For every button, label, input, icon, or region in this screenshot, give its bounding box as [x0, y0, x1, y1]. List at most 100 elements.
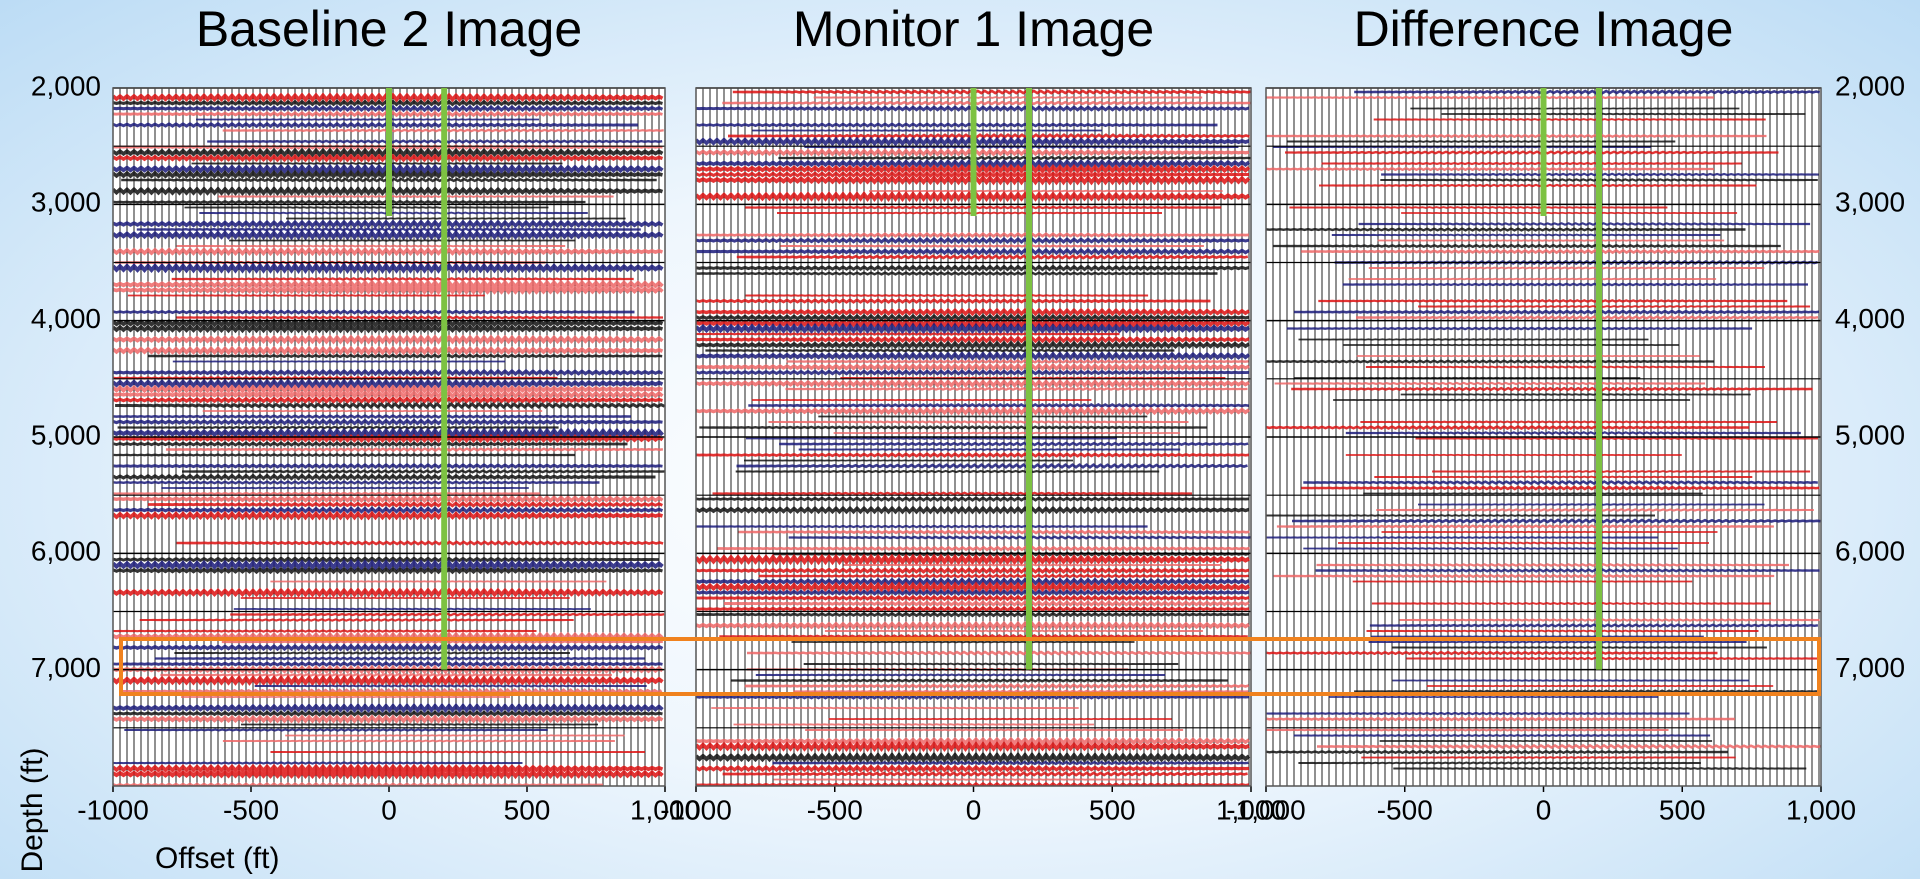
wavelet [696, 553, 1250, 566]
wavelet [752, 129, 1103, 132]
wavelet [1266, 227, 1746, 232]
wavelet [722, 100, 1251, 106]
wavelet [1426, 684, 1774, 688]
wavelet [696, 567, 1250, 574]
x-tick-label: 500 [1089, 794, 1136, 825]
wavelet [113, 378, 664, 389]
wavelet [1289, 206, 1668, 209]
wavelet [696, 589, 1250, 596]
wavelet [117, 425, 559, 430]
y-axis-label: Depth (ft) [16, 747, 49, 872]
wavelet [1361, 756, 1736, 759]
wavelet [147, 353, 663, 359]
wavelet [730, 678, 1228, 683]
wavelet [1273, 243, 1781, 249]
wavelet [717, 545, 1250, 552]
y-tick-label: 7,000 [31, 652, 101, 683]
wavelet [705, 348, 1175, 353]
wavelet [1291, 386, 1813, 392]
wavelet [113, 396, 663, 404]
wavelet [746, 437, 1117, 440]
wavelet [113, 494, 664, 504]
wavelet [696, 751, 1251, 764]
wavelet [1266, 650, 1718, 656]
y-tick-label: 3,000 [1835, 187, 1905, 218]
wavelet [113, 660, 663, 668]
wavelet [786, 359, 1249, 364]
wavelet [191, 162, 563, 165]
x-axis-label: Offset (ft) [155, 842, 279, 875]
wavelet [778, 155, 1251, 161]
wavelet [755, 673, 1166, 677]
wavelet [184, 206, 549, 209]
wavelet [696, 693, 1250, 701]
wavelet [1286, 140, 1676, 143]
wavelet [1365, 365, 1765, 369]
wavelet [199, 211, 588, 215]
wavelet [113, 121, 638, 129]
wavelet [696, 406, 1251, 416]
y-tick-label: 2,000 [31, 70, 101, 101]
wavelet [161, 486, 529, 490]
wavelet [772, 760, 1249, 766]
wavelet [1266, 166, 1714, 172]
wavelet [182, 469, 665, 474]
wavelet [736, 254, 1249, 260]
wavelet [113, 219, 664, 229]
wavelet [1366, 629, 1759, 633]
wavelet [176, 315, 663, 320]
wavelet [1315, 568, 1820, 573]
x-tick-label: 1,000 [630, 794, 700, 825]
wavelet [113, 674, 664, 687]
wavelet [113, 559, 664, 571]
wavelet [748, 403, 1250, 408]
wavelet [1354, 689, 1820, 694]
wavelet [1293, 309, 1820, 315]
wavelet [196, 118, 539, 121]
wavelet [1303, 547, 1678, 550]
wavelet [696, 307, 1250, 317]
x-tick-label: 500 [504, 794, 551, 825]
x-tick-label: -1000 [77, 794, 149, 825]
wavelet [154, 656, 645, 661]
wavelet [113, 433, 664, 444]
wavelet [712, 491, 1192, 496]
wavelet [803, 662, 1179, 666]
wavelet [1286, 326, 1753, 331]
x-tick-label: 500 [1659, 794, 1706, 825]
wavelet [732, 89, 1251, 95]
wavelet [744, 683, 1250, 689]
y-tick-label: 3,000 [31, 187, 101, 218]
wavelet [1432, 470, 1811, 473]
wavelet [1276, 524, 1774, 529]
wavelet [745, 205, 1222, 210]
wavelet [699, 425, 1207, 430]
wavelet [113, 323, 664, 334]
wavelet [1319, 183, 1757, 188]
wavelet [696, 611, 1250, 618]
wavelet [785, 387, 1248, 391]
wavelet [780, 244, 1204, 248]
wavelet [136, 227, 641, 232]
wavelet [1266, 133, 1767, 139]
wavelet [1374, 475, 1753, 479]
wavelet [222, 739, 615, 743]
wavelet [1301, 485, 1820, 491]
x-tick-label: -500 [807, 794, 863, 825]
wavelet [165, 447, 664, 452]
wavelet [696, 271, 1218, 276]
wavelet [696, 581, 1251, 593]
wavelet [824, 629, 1203, 633]
wavelet [1348, 277, 1717, 281]
wavelet [1406, 656, 1820, 661]
wavelet [869, 189, 1223, 193]
wavelet [1354, 89, 1821, 95]
wavelet [758, 573, 1249, 579]
wavelet [1418, 503, 1765, 506]
wavelet [1369, 623, 1819, 628]
wavelet [735, 469, 1160, 474]
wavelet [113, 763, 664, 774]
wavelet [229, 239, 576, 242]
wavelet [113, 702, 664, 714]
panel-title: Baseline 2 Image [196, 1, 582, 57]
